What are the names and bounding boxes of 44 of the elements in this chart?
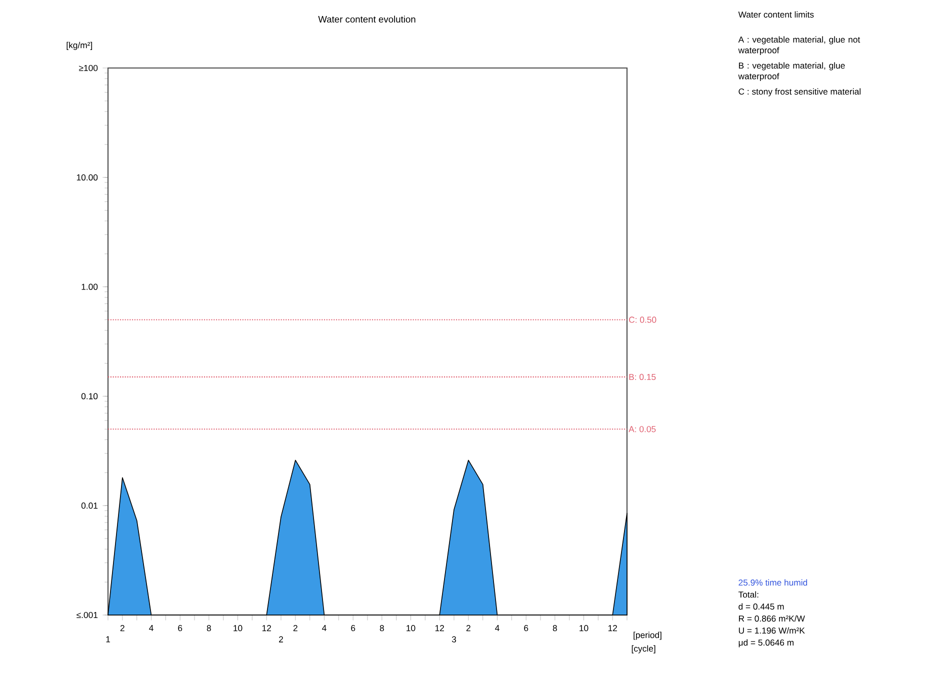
x-tick-label: 8 <box>380 625 384 632</box>
x-tick-label: 8 <box>206 625 211 632</box>
text: d = 0.445 m <box>738 603 784 610</box>
x-tick-label: 6 <box>351 625 356 632</box>
x-tick-label: 10 <box>406 625 416 632</box>
x-tick-label: 12 <box>435 625 444 632</box>
ref-line-label: C: 0.50 <box>629 316 656 323</box>
x-tick-label: 4 <box>495 625 500 631</box>
x-tick-label: 6 <box>178 625 182 632</box>
x-axis-title: [period] <box>634 632 662 640</box>
y-axis-title: [kg/m²] <box>66 42 92 50</box>
x-tick-label: 12 <box>608 625 617 632</box>
x-tick-label: 2 <box>293 625 298 632</box>
y-tick-label: 10.00 <box>76 174 98 180</box>
text: U = 1.196 W/m²K <box>738 627 805 634</box>
text: μd = 5.0646 m <box>738 639 794 648</box>
x-tick-label: 10 <box>580 625 588 632</box>
text: 3 <box>452 636 456 642</box>
x-tick-label: 8 <box>552 625 557 632</box>
text: 1 <box>106 636 110 642</box>
x-tick-label: 2 <box>466 625 470 632</box>
text: A : vegetable material, glue not waterproof <box>738 36 860 56</box>
y-tick-label: 0.01 <box>81 502 98 509</box>
x-tick-label: 2 <box>120 625 124 632</box>
text: Water content limits <box>738 11 814 18</box>
y-tick-label: 1.00 <box>82 284 98 290</box>
y-tick-label: ≤.001 <box>76 612 98 618</box>
text: 25.9% time humid <box>738 579 808 586</box>
text: 2 <box>279 636 283 642</box>
text: C : stony frost sensitive material <box>738 88 860 96</box>
x-tick-label: 12 <box>262 625 271 632</box>
y-tick-label: ≥100 <box>79 64 98 72</box>
text: B : vegetable material, glue waterproof <box>738 62 845 82</box>
chart-title: Water content evolution <box>318 16 416 23</box>
text: Total: <box>738 591 758 598</box>
ref-line-label: A: 0.05 <box>628 426 656 432</box>
ref-line-label: B: 0.15 <box>629 374 656 380</box>
y-tick-label: 0.10 <box>81 393 98 400</box>
text: [cycle] <box>632 645 656 654</box>
x-tick-label: 4 <box>322 625 326 631</box>
x-tick-label: 6 <box>524 625 528 632</box>
x-tick-label: 4 <box>149 625 154 631</box>
text: R = 0.866 m²K/W <box>738 615 805 622</box>
x-tick-label: 10 <box>234 625 242 632</box>
